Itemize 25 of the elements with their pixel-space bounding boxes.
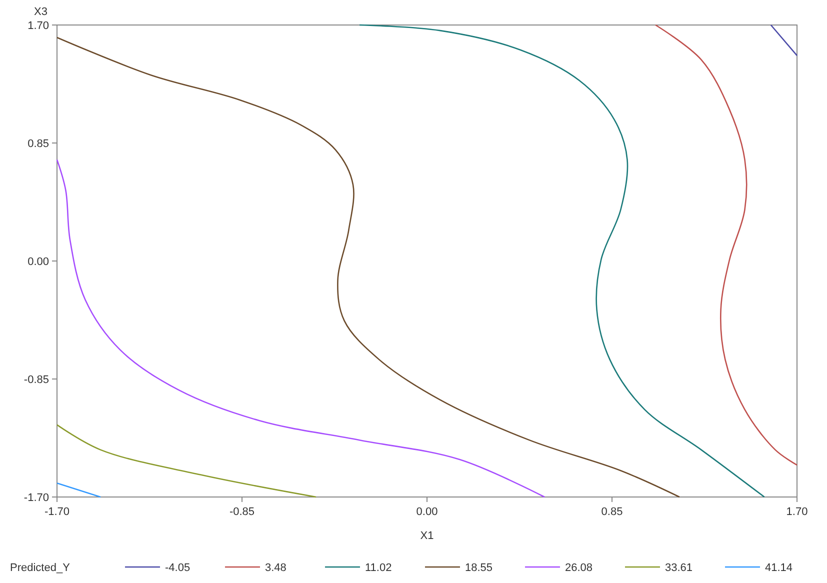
line-series [56, 36, 680, 498]
x-tick-label: -0.85 [229, 506, 255, 518]
legend-label: -4.05 [165, 562, 190, 574]
legend-label: 41.14 [765, 562, 793, 574]
x-tick-label: -1.70 [44, 506, 70, 518]
y-tick-label: 1.70 [28, 20, 49, 32]
x-tick-label: 1.70 [786, 506, 808, 518]
y-tick-label: -0.85 [24, 374, 49, 386]
line-series [56, 159, 546, 498]
y-tick-label: -1.70 [24, 492, 49, 504]
legend-label: 26.08 [565, 562, 593, 574]
legend-label: 3.48 [265, 562, 286, 574]
y-axis-title: X3 [34, 6, 48, 18]
x-tick-label: 0.00 [416, 506, 438, 518]
legend-label: 33.61 [665, 562, 693, 574]
legend-title: Predicted_Y [10, 562, 71, 574]
y-tick-label: 0.85 [28, 138, 49, 150]
x-axis-title: X1 [420, 530, 434, 542]
y-tick-label: 0.00 [28, 256, 49, 268]
legend-label: 11.02 [365, 562, 392, 574]
legend-label: 18.55 [465, 562, 493, 574]
line-series [56, 424, 317, 498]
line-series [358, 24, 766, 498]
line-series [654, 24, 798, 466]
x-tick-label: 0.85 [601, 506, 623, 518]
